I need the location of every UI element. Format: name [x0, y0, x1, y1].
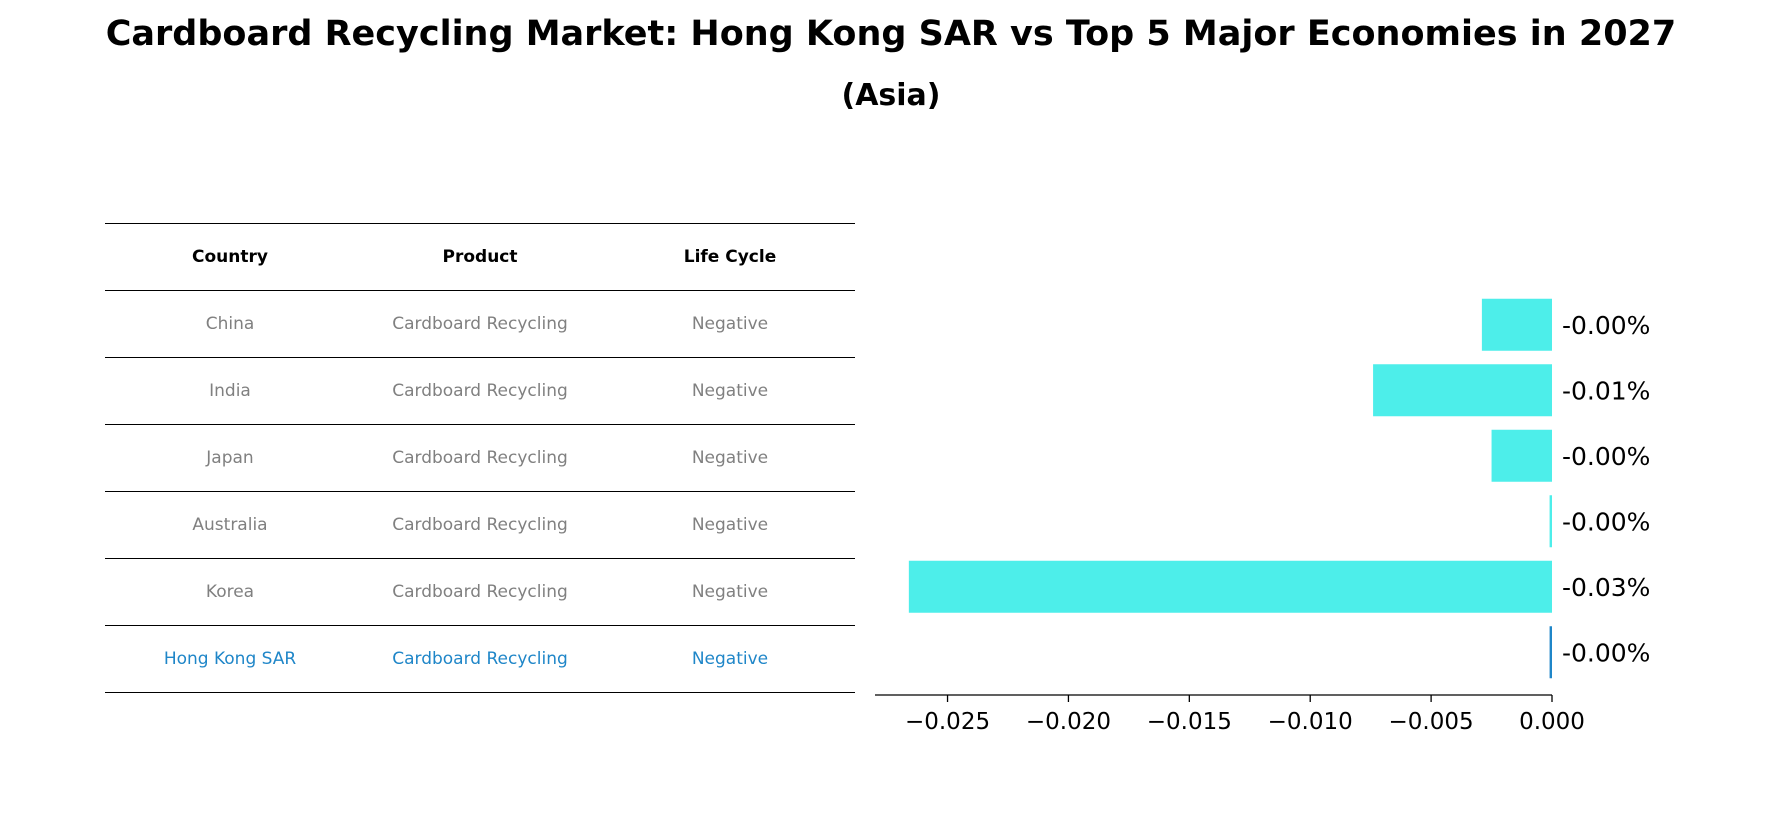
x-tick-label: 0.000 [1519, 709, 1585, 735]
bar-data-label: -0.00% [1562, 638, 1650, 667]
chart-subtitle: (Asia) [841, 78, 941, 113]
cell-life-cycle: Negative [605, 424, 855, 492]
bar-china [1481, 298, 1552, 351]
table-header-row: Country Product Life Cycle [105, 223, 855, 291]
cell-life-cycle: Negative [605, 357, 855, 425]
x-tick-label: −0.010 [1268, 709, 1353, 735]
cell-product: Cardboard Recycling [355, 357, 605, 425]
table-row: India Cardboard Recycling Negative [105, 357, 855, 425]
x-tick-label: −0.005 [1389, 709, 1474, 735]
x-tick-label: −0.025 [905, 709, 990, 735]
cell-product: Cardboard Recycling [355, 491, 605, 559]
cell-country: Korea [105, 558, 355, 626]
bar-japan [1491, 429, 1552, 482]
table-row: China Cardboard Recycling Negative [105, 290, 855, 358]
cell-life-cycle: Negative [605, 491, 855, 559]
cell-life-cycle: Negative [605, 558, 855, 626]
x-tick-label: −0.015 [1147, 709, 1232, 735]
bar-data-label: -0.01% [1562, 376, 1650, 405]
cell-product: Cardboard Recycling [355, 558, 605, 626]
cell-country: China [105, 290, 355, 358]
bar-hong-kong-sar [1549, 626, 1552, 679]
cell-country: Japan [105, 424, 355, 492]
table-row-highlighted: Hong Kong SAR Cardboard Recycling Negati… [105, 625, 855, 693]
chart-title: Cardboard Recycling Market: Hong Kong SA… [105, 14, 1677, 54]
bar-india [1373, 364, 1552, 417]
cell-product: Cardboard Recycling [355, 625, 605, 693]
table-row: Australia Cardboard Recycling Negative [105, 491, 855, 559]
header-country: Country [105, 223, 355, 291]
bar-korea [908, 560, 1552, 613]
bar-data-label: -0.00% [1562, 442, 1650, 471]
cell-life-cycle: Negative [605, 290, 855, 358]
cell-country: India [105, 357, 355, 425]
cell-product: Cardboard Recycling [355, 290, 605, 358]
bar-data-label: -0.03% [1562, 573, 1650, 602]
bar-data-label: -0.00% [1562, 507, 1650, 536]
cell-country: Australia [105, 491, 355, 559]
country-table: Country Product Life Cycle China Cardboa… [105, 223, 855, 693]
cell-life-cycle: Negative [605, 625, 855, 693]
header-life-cycle: Life Cycle [605, 223, 855, 291]
table-row: Korea Cardboard Recycling Negative [105, 558, 855, 626]
table-row: Japan Cardboard Recycling Negative [105, 424, 855, 492]
header-product: Product [355, 223, 605, 291]
x-tick-label: −0.020 [1026, 709, 1111, 735]
cell-product: Cardboard Recycling [355, 424, 605, 492]
bar-data-label: -0.00% [1562, 311, 1650, 340]
bar-australia [1549, 495, 1552, 548]
cell-country: Hong Kong SAR [105, 625, 355, 693]
